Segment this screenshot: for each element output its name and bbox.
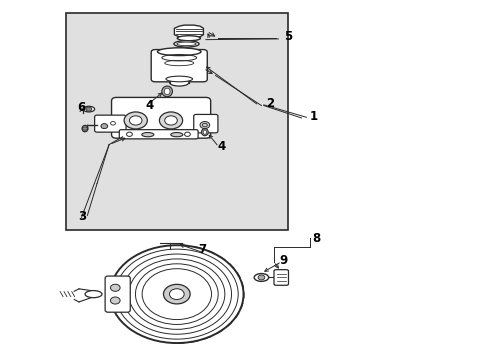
Text: 8: 8 [311, 232, 320, 245]
FancyBboxPatch shape [119, 130, 198, 139]
Ellipse shape [162, 86, 172, 97]
Circle shape [110, 245, 243, 343]
Ellipse shape [170, 132, 183, 137]
Text: 4: 4 [145, 99, 153, 112]
Text: 4: 4 [218, 140, 225, 153]
Ellipse shape [169, 79, 188, 86]
Ellipse shape [203, 130, 206, 134]
Ellipse shape [83, 106, 95, 112]
Text: 7: 7 [198, 243, 206, 256]
Text: 9: 9 [279, 254, 287, 267]
Circle shape [86, 107, 92, 111]
FancyBboxPatch shape [105, 276, 130, 312]
Circle shape [82, 127, 87, 130]
Text: 3: 3 [78, 210, 86, 223]
Ellipse shape [201, 129, 208, 136]
Ellipse shape [174, 41, 199, 47]
Text: 5: 5 [284, 30, 292, 43]
FancyBboxPatch shape [193, 114, 218, 133]
Circle shape [124, 112, 147, 129]
Circle shape [101, 123, 107, 129]
Bar [65, 13, 287, 230]
Ellipse shape [142, 132, 154, 137]
Ellipse shape [177, 36, 200, 41]
Ellipse shape [82, 125, 88, 132]
Polygon shape [174, 25, 203, 38]
Text: 2: 2 [265, 97, 274, 110]
Ellipse shape [157, 48, 201, 55]
Circle shape [169, 289, 184, 300]
FancyBboxPatch shape [111, 98, 210, 138]
Circle shape [159, 112, 182, 129]
FancyBboxPatch shape [95, 115, 126, 132]
Circle shape [200, 122, 209, 129]
Circle shape [129, 116, 142, 125]
FancyBboxPatch shape [151, 50, 207, 82]
Ellipse shape [85, 291, 102, 298]
Text: 1: 1 [309, 110, 317, 123]
FancyBboxPatch shape [273, 270, 288, 285]
Text: 6: 6 [78, 101, 86, 114]
Circle shape [110, 284, 120, 291]
Ellipse shape [254, 274, 268, 282]
Circle shape [110, 297, 120, 304]
Ellipse shape [165, 76, 192, 82]
Circle shape [258, 275, 264, 280]
Circle shape [164, 116, 177, 125]
Circle shape [163, 284, 190, 304]
Ellipse shape [164, 88, 170, 95]
